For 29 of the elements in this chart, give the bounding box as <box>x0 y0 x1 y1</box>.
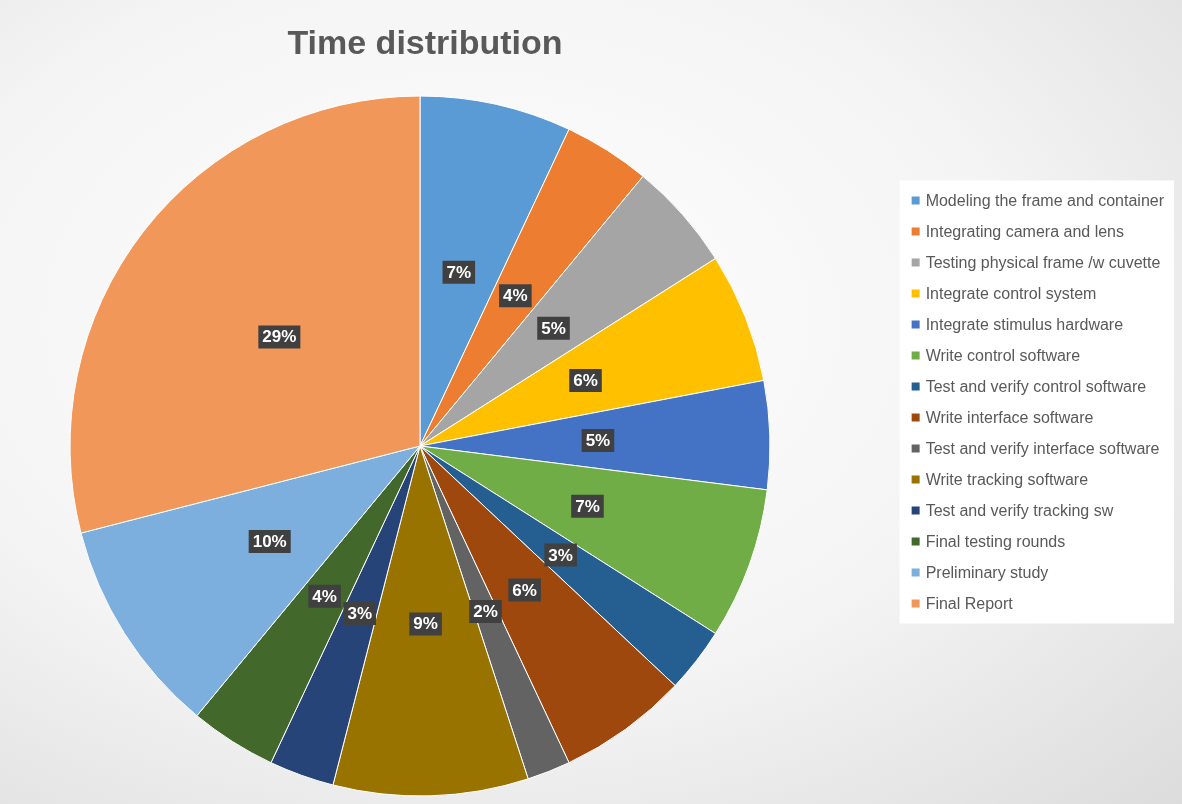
data-label: 5% <box>541 318 566 338</box>
data-label: 4% <box>503 286 528 306</box>
data-label: 29% <box>262 327 297 347</box>
data-label: 4% <box>312 586 337 606</box>
legend-label: Modeling the frame and container <box>925 192 1165 209</box>
data-label: 9% <box>413 614 438 634</box>
data-label: 3% <box>548 545 573 565</box>
legend-label: Testing physical frame /w cuvette <box>925 254 1161 271</box>
legend-label: Final Report <box>925 595 1014 612</box>
legend-label: Integrate stimulus hardware <box>925 316 1124 333</box>
data-label: 10% <box>252 531 287 551</box>
data-label: 5% <box>585 430 611 450</box>
legend-label: Preliminary study <box>925 564 1049 581</box>
legend-label: Test and verify interface software <box>925 440 1160 457</box>
data-label: 6% <box>512 580 537 600</box>
legend-label: Write tracking software <box>925 471 1089 488</box>
legend-label: Write control software <box>925 347 1081 364</box>
chart-title: Time distribution <box>287 23 563 61</box>
data-label: 3% <box>347 603 372 623</box>
data-label: 2% <box>473 602 498 621</box>
data-label: 7% <box>575 496 600 516</box>
legend-label: Test and verify tracking sw <box>925 502 1114 519</box>
legend-label: Final testing rounds <box>925 533 1066 550</box>
data-label: 7% <box>446 262 472 282</box>
legend-label: Test and verify control software <box>925 378 1147 395</box>
data-label: 6% <box>573 370 598 390</box>
legend-label: Integrating camera and lens <box>925 223 1124 240</box>
legend-label: Integrate control system <box>925 285 1097 302</box>
legend-label: Write interface software <box>925 409 1094 426</box>
